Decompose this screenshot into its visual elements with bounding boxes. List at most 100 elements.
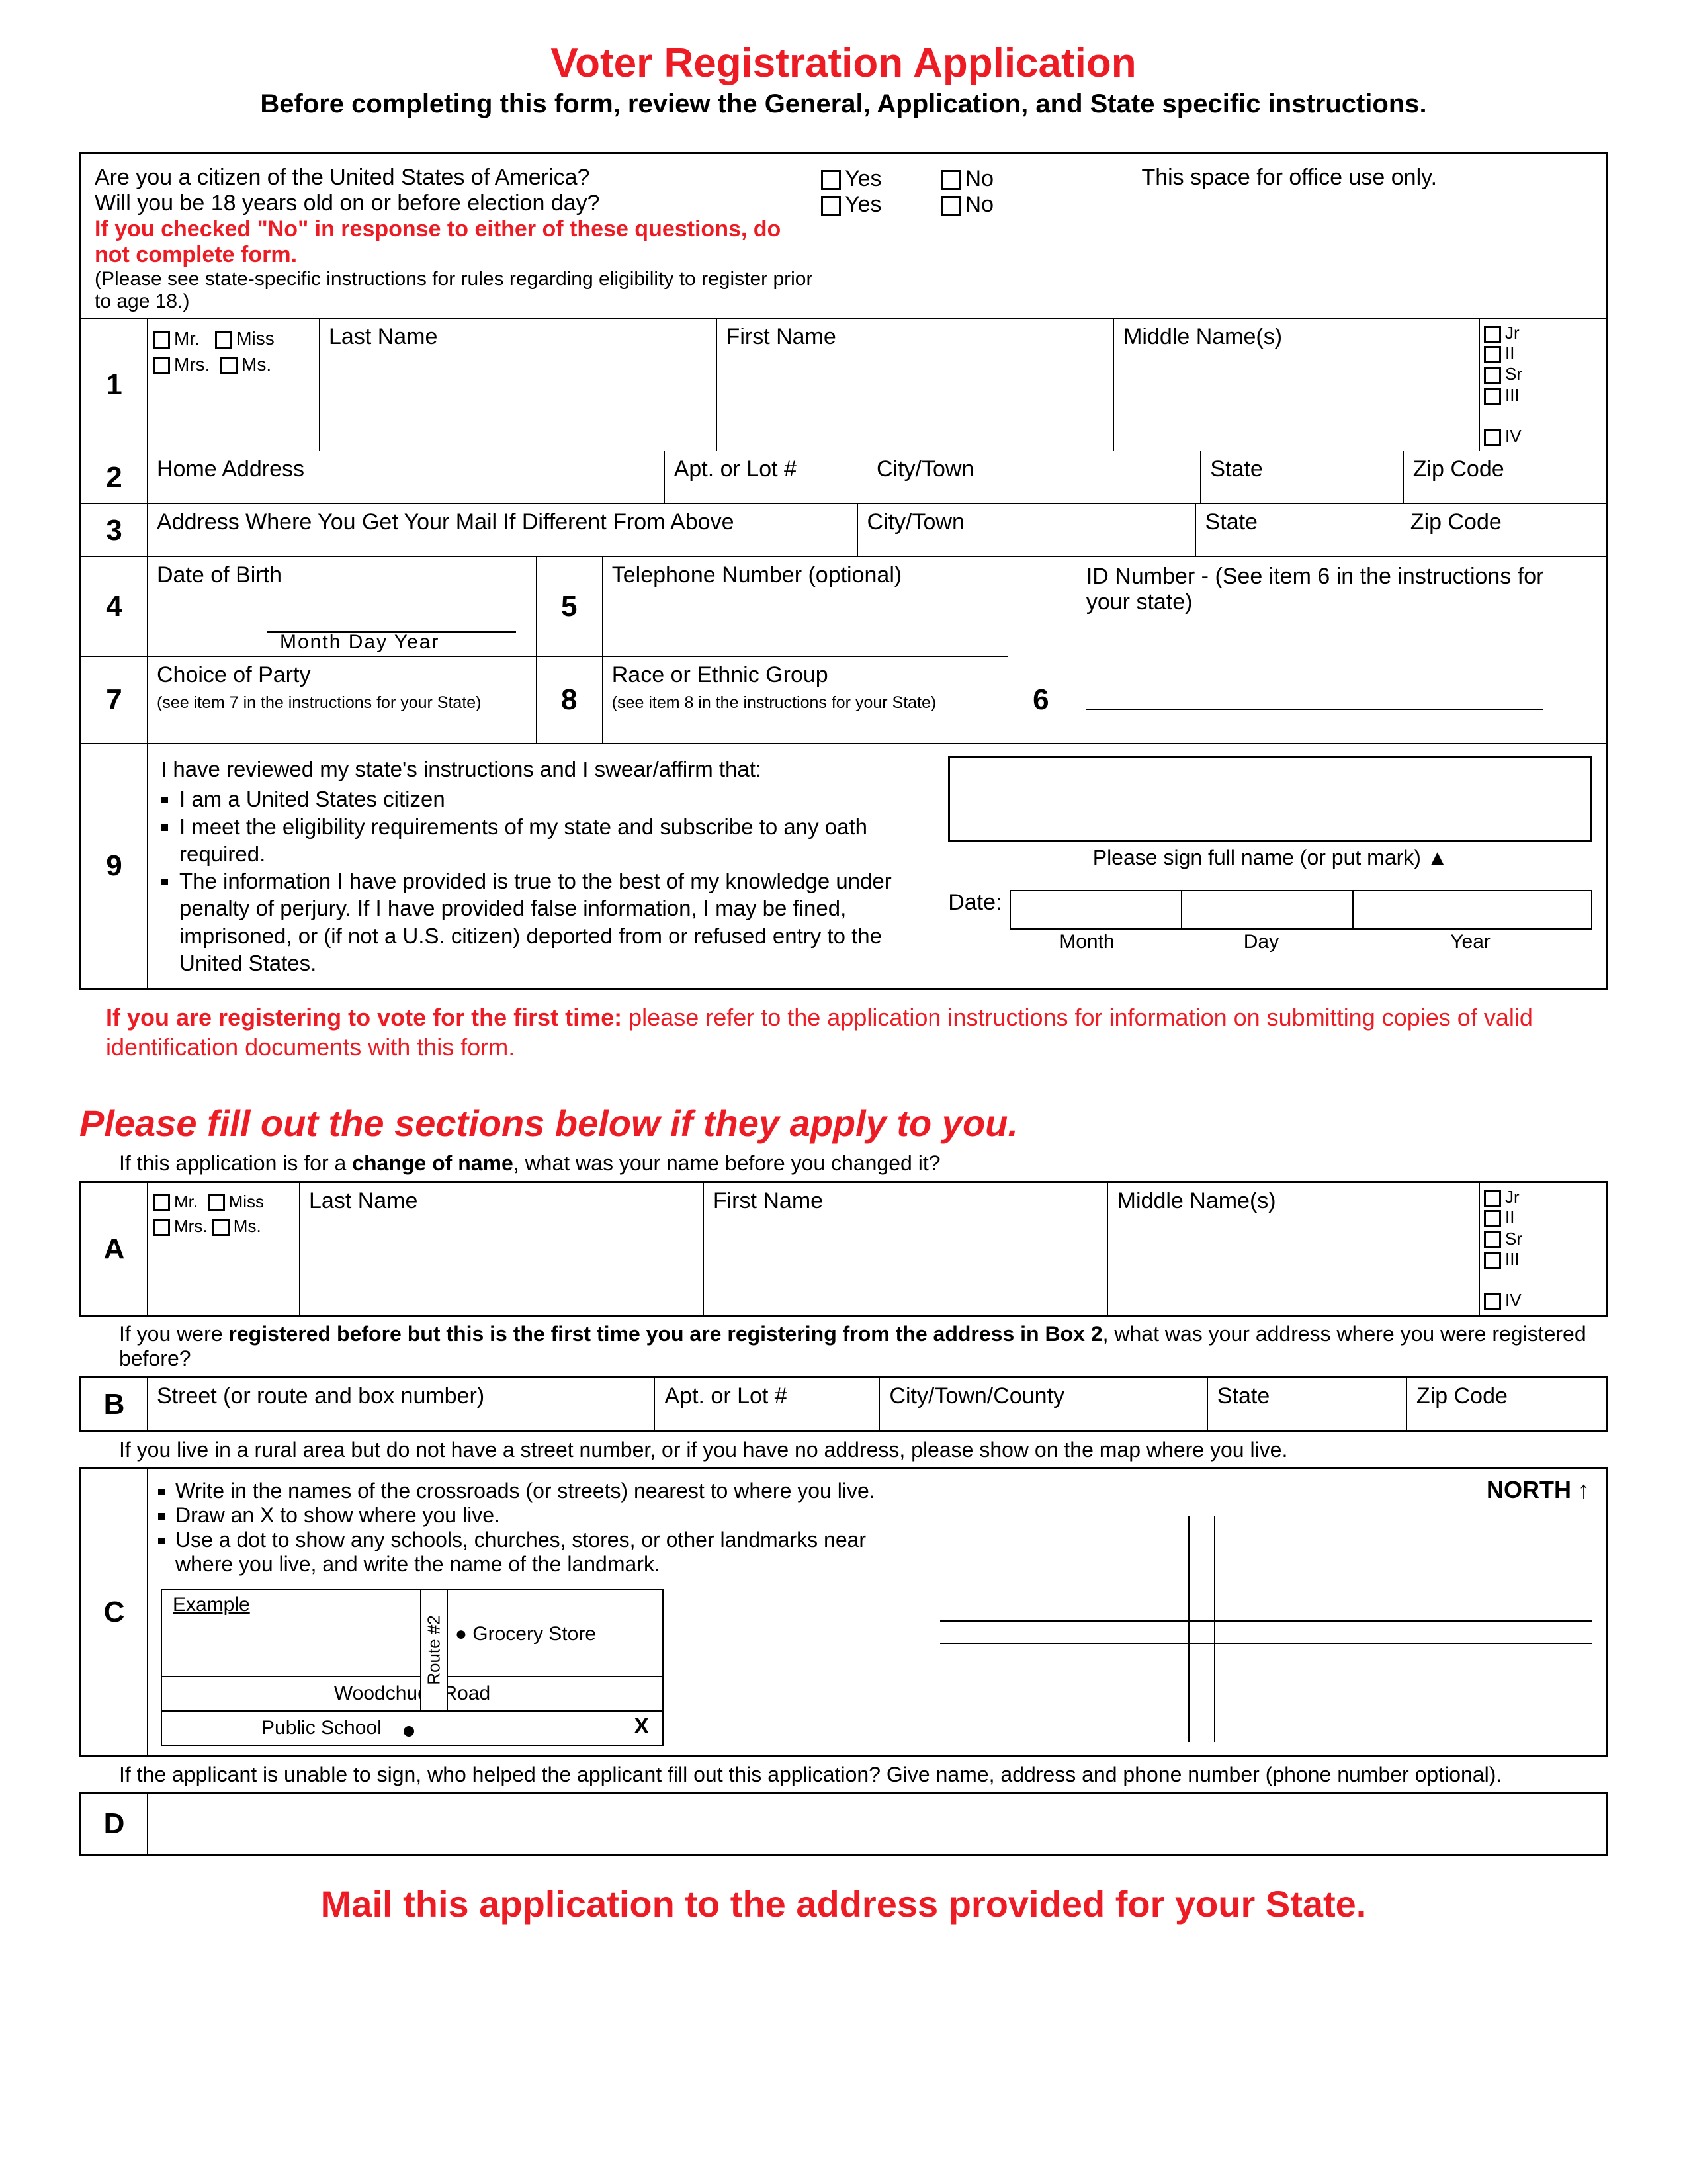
row-2: 2 Home Address Apt. or Lot # City/Town S… [81, 451, 1606, 504]
a-jr-label: Jr [1505, 1187, 1520, 1207]
miss-label: Miss [236, 328, 275, 349]
mail-city-field[interactable]: City/Town [858, 504, 1196, 556]
section-c-lead: If you live in a rural area but do not h… [119, 1438, 1608, 1462]
apt-field[interactable]: Apt. or Lot # [665, 451, 867, 503]
affirmation-text: I have reviewed my state's instructions … [161, 756, 934, 977]
affirm-bullet-2: I meet the eligibility requirements of m… [179, 813, 934, 868]
mr-label: Mr. [174, 328, 200, 349]
mrs-checkbox[interactable] [153, 357, 170, 374]
city-field[interactable]: City/Town [867, 451, 1201, 503]
affirm-bullet-1: I am a United States citizen [179, 785, 934, 812]
a-last-name-field[interactable]: Last Name [300, 1183, 704, 1315]
eligibility-section: Are you a citizen of the United States o… [81, 154, 1606, 319]
race-note: (see item 8 in the instructions for your… [612, 693, 937, 712]
signature-box[interactable] [948, 756, 1592, 842]
b-apt-field[interactable]: Apt. or Lot # [655, 1378, 880, 1430]
party-field[interactable]: Choice of Party (see item 7 in the instr… [148, 657, 537, 743]
b-street-field[interactable]: Street (or route and box number) [148, 1378, 655, 1430]
a-iii-label: III [1505, 1249, 1520, 1269]
miss-checkbox[interactable] [215, 331, 232, 349]
mrs-label: Mrs. [174, 354, 210, 374]
a-miss-label: Miss [229, 1192, 264, 1211]
age-question: Will you be 18 years old on or before el… [95, 191, 821, 216]
suffix-checkboxes: Jr II Sr III IV [1480, 319, 1606, 451]
section-c-box: C Write in the names of the crossroads (… [79, 1467, 1608, 1757]
a-sr-checkbox[interactable] [1484, 1231, 1501, 1248]
jr-checkbox[interactable] [1484, 326, 1501, 343]
row-number-4: 4 [81, 557, 148, 656]
middle-name-field[interactable]: Middle Name(s) [1114, 319, 1480, 451]
date-boxes[interactable] [1010, 890, 1592, 930]
telephone-field[interactable]: Telephone Number (optional) [603, 557, 1008, 656]
iv-label: IV [1505, 426, 1522, 446]
dob-field[interactable]: Date of Birth Month Day Year [148, 557, 537, 656]
a-mr-checkbox[interactable] [153, 1194, 170, 1211]
a-mrs-checkbox[interactable] [153, 1219, 170, 1236]
a-jr-checkbox[interactable] [1484, 1190, 1501, 1207]
mail-zip-field[interactable]: Zip Code [1401, 504, 1606, 556]
ms-checkbox[interactable] [220, 357, 238, 374]
map-drawing-area[interactable]: NORTH ↑ [940, 1469, 1606, 1755]
row-number-1: 1 [81, 319, 148, 451]
b-state-field[interactable]: State [1208, 1378, 1407, 1430]
a-sr-label: Sr [1505, 1229, 1522, 1248]
row-letter-a: A [81, 1183, 148, 1315]
sr-label: Sr [1505, 364, 1522, 384]
id-number-field[interactable]: ID Number - (See item 6 in the instructi… [1074, 557, 1606, 743]
assister-field[interactable] [148, 1794, 1606, 1854]
last-name-field[interactable]: Last Name [320, 319, 717, 451]
b-lead-bold: registered before but this is the first … [228, 1322, 1102, 1346]
race-field[interactable]: Race or Ethnic Group (see item 8 in the … [603, 657, 1008, 743]
optional-heading: Please fill out the sections below if th… [79, 1102, 1608, 1145]
ii-checkbox[interactable] [1484, 346, 1501, 363]
a-ms-checkbox[interactable] [212, 1219, 230, 1236]
mr-checkbox[interactable] [153, 331, 170, 349]
a-first-name-field[interactable]: First Name [704, 1183, 1108, 1315]
page-title: Voter Registration Application [79, 40, 1608, 87]
a-ms-label: Ms. [234, 1216, 261, 1236]
sr-checkbox[interactable] [1484, 367, 1501, 384]
first-name-field[interactable]: First Name [717, 319, 1115, 451]
citizen-no-checkbox[interactable] [941, 170, 961, 190]
mail-state-field[interactable]: State [1196, 504, 1401, 556]
page-subtitle: Before completing this form, review the … [79, 89, 1608, 119]
a-title-checkboxes: Mr. Miss Mrs. Ms. [148, 1183, 300, 1315]
a-iii-checkbox[interactable] [1484, 1252, 1501, 1269]
row-number-2: 2 [81, 451, 148, 503]
mail-instruction: Mail this application to the address pro… [79, 1882, 1608, 1925]
home-address-field[interactable]: Home Address [148, 451, 665, 503]
no-label: No [965, 166, 994, 191]
age-yes-checkbox[interactable] [821, 196, 841, 216]
rows-4-8: 4 Date of Birth Month Day Year 5 Telepho… [81, 557, 1606, 744]
a-lead-1: If this application is for a [119, 1151, 352, 1175]
row-number-3: 3 [81, 504, 148, 556]
a-middle-name-field[interactable]: Middle Name(s) [1108, 1183, 1480, 1315]
zip-field[interactable]: Zip Code [1404, 451, 1606, 503]
row-number-8: 8 [537, 657, 603, 743]
iv-checkbox[interactable] [1484, 429, 1501, 446]
row-number-6: 6 [1008, 557, 1074, 743]
section-a-lead: If this application is for a change of n… [119, 1151, 1608, 1176]
example-grocery-label: ● Grocery Store [455, 1623, 596, 1645]
iii-checkbox[interactable] [1484, 388, 1501, 405]
row-letter-d: D [81, 1794, 148, 1854]
mail-address-field[interactable]: Address Where You Get Your Mail If Diffe… [148, 504, 858, 556]
b-city-field[interactable]: City/Town/County [880, 1378, 1207, 1430]
c-bullet-1: Write in the names of the crossroads (or… [175, 1479, 927, 1503]
example-map: Example Woodchuck Road Route #2 ● Grocer… [161, 1589, 664, 1746]
office-use-label: This space for office use only. [1121, 165, 1592, 313]
a-mr-label: Mr. [174, 1192, 198, 1211]
row-letter-b: B [81, 1378, 148, 1430]
section-d-box: D [79, 1792, 1608, 1856]
citizen-yes-checkbox[interactable] [821, 170, 841, 190]
example-label: Example [173, 1594, 250, 1616]
state-field[interactable]: State [1201, 451, 1403, 503]
a-ii-checkbox[interactable] [1484, 1210, 1501, 1227]
a-iv-checkbox[interactable] [1484, 1293, 1501, 1310]
example-road-label: Woodchuck Road [162, 1676, 662, 1710]
b-zip-field[interactable]: Zip Code [1407, 1378, 1606, 1430]
row-number-5: 5 [537, 557, 603, 656]
affirm-lead: I have reviewed my state's instructions … [161, 756, 934, 783]
age-no-checkbox[interactable] [941, 196, 961, 216]
a-miss-checkbox[interactable] [208, 1194, 225, 1211]
